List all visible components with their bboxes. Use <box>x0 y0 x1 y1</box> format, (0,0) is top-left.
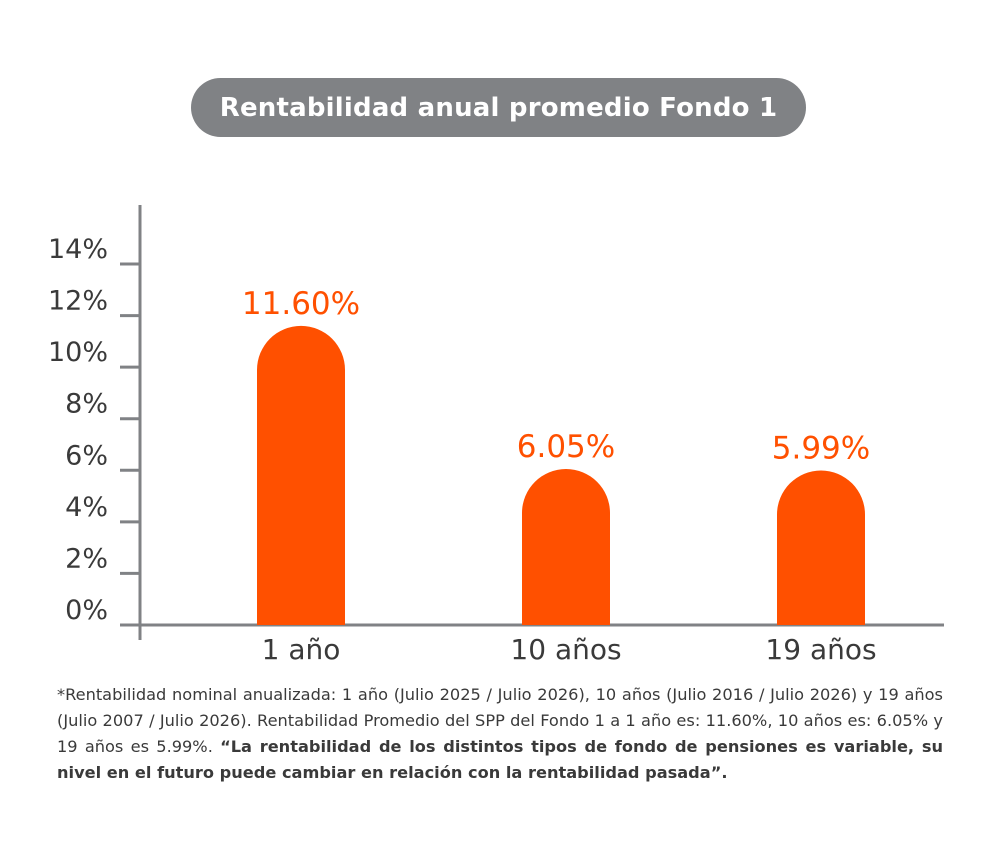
y-tick-label: 12% <box>48 286 108 317</box>
y-tick-label: 6% <box>65 440 108 471</box>
footnote: *Rentabilidad nominal anualizada: 1 año … <box>57 682 943 786</box>
x-category-label: 19 años <box>765 633 876 666</box>
bar <box>777 470 865 625</box>
bar <box>257 325 345 625</box>
bar-chart: 0% 2% 4% 6% 8% 10% 12% 14% 11.60% 1 año 6.05% 10 añ… <box>48 205 944 666</box>
y-tick-label: 10% <box>48 337 108 368</box>
y-tick-label: 2% <box>65 543 108 574</box>
y-tick-label: 4% <box>65 492 108 523</box>
footnote-disclaimer: “La rentabilidad de los distintos tipos … <box>57 737 943 782</box>
chart-title: Rentabilidad anual promedio Fondo 1 <box>191 78 806 137</box>
y-tick-label: 0% <box>65 595 108 626</box>
y-tick-label: 14% <box>48 234 108 265</box>
y-tick-label: 8% <box>65 389 108 420</box>
bar-value-label: 6.05% <box>517 429 615 465</box>
footnote-text: *Rentabilidad nominal anualizada: 1 año … <box>57 685 943 756</box>
bar-value-label: 11.60% <box>242 286 360 322</box>
bar <box>522 468 610 625</box>
x-category-label: 1 año <box>262 633 341 666</box>
bar-value-label: 5.99% <box>772 431 870 467</box>
x-category-label: 10 años <box>510 633 621 666</box>
